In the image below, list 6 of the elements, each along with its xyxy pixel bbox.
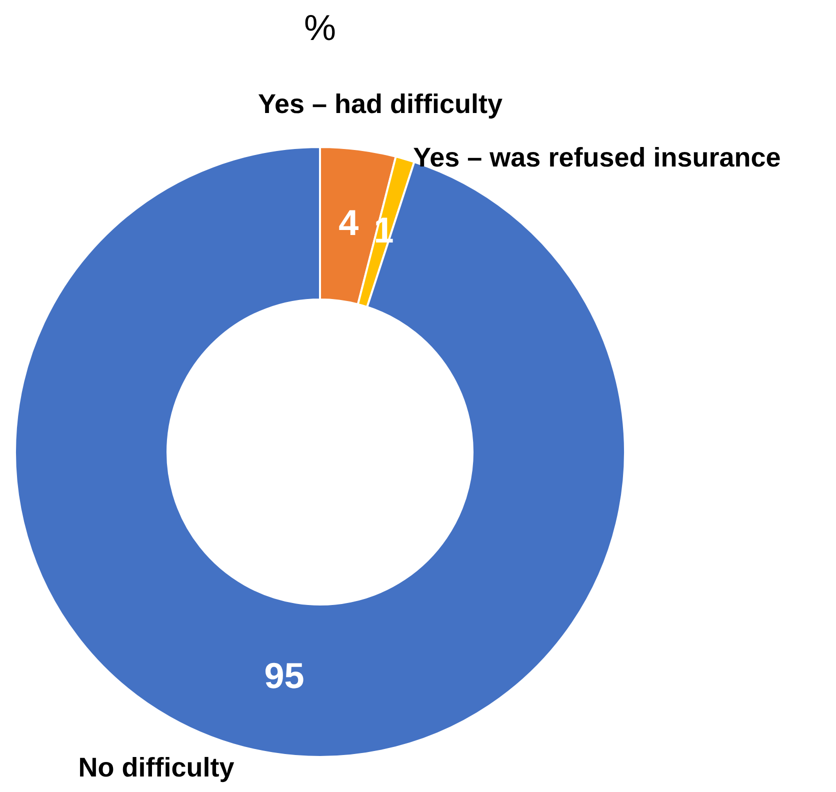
slice-label: No difficulty xyxy=(78,752,234,783)
chart-title: % xyxy=(304,6,336,48)
slice-label: Yes – had difficulty xyxy=(258,88,503,119)
data-label: 4 xyxy=(338,202,359,243)
data-label: 95 xyxy=(264,654,304,696)
slice-label: Yes – was refused insurance xyxy=(413,142,781,173)
